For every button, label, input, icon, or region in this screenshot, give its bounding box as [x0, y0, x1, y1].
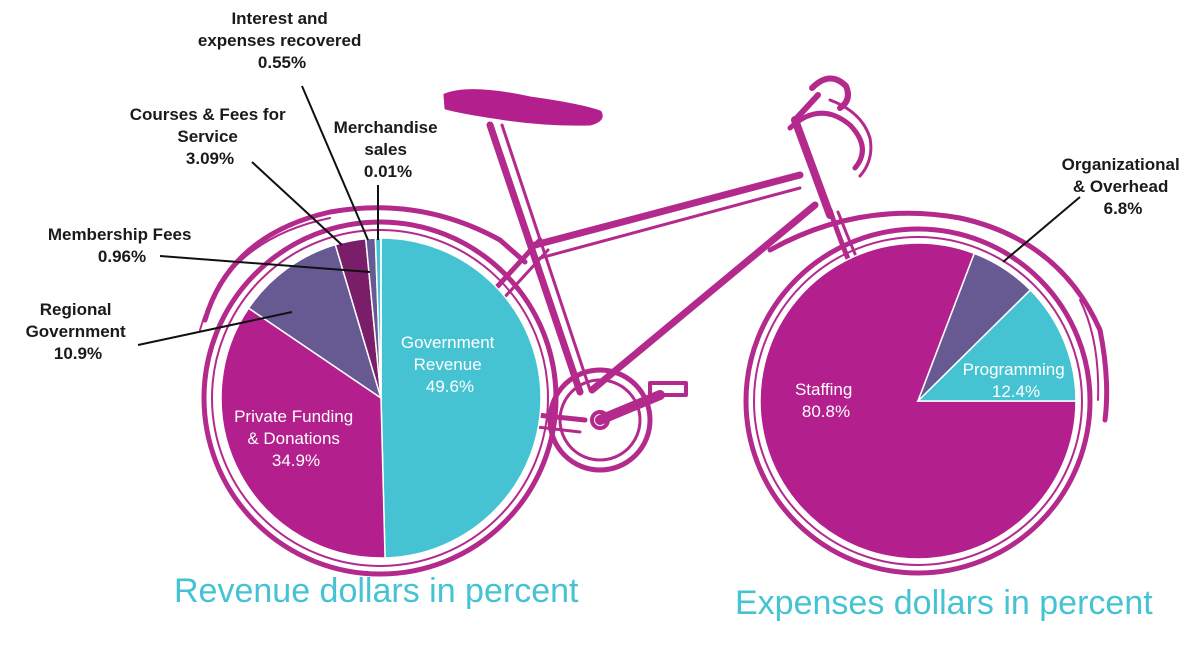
- label-private-funding: Private Funding & Donations 34.9%: [234, 407, 358, 470]
- callout-organizational: Organizational & Overhead 6.8%: [1062, 155, 1185, 218]
- callout-membership: Membership Fees 0.96%: [48, 225, 196, 266]
- expenses-pie: [759, 242, 1077, 560]
- slice-regional-government: [247, 243, 383, 400]
- bicycle-illustration: [199, 75, 1110, 577]
- expenses-chart-title: Expenses dollars in percent: [735, 584, 1153, 622]
- callout-leader-lines: [137, 85, 1081, 346]
- leader-courses: [251, 161, 343, 246]
- callout-merchandise: Merchandise sales 0.01%: [334, 118, 443, 181]
- saddle: [443, 89, 603, 126]
- slice-programming: [916, 288, 1077, 402]
- label-staffing: Staffing 80.8%: [795, 380, 857, 421]
- label-programming: Programming 12.4%: [963, 360, 1070, 401]
- leader-interest: [301, 85, 369, 241]
- leader-regional-government: [137, 311, 293, 346]
- callout-interest: Interest and expenses recovered 0.55%: [198, 9, 366, 72]
- revenue-chart-title: Revenue dollars in percent: [174, 572, 579, 610]
- callout-regional-government: Regional Government 10.9%: [26, 300, 131, 363]
- slice-private-funding: [220, 307, 386, 559]
- leader-membership: [159, 255, 371, 273]
- leader-organizational: [1002, 196, 1081, 263]
- slice-government-revenue: [380, 237, 542, 559]
- callout-courses: Courses & Fees for Service 3.09%: [130, 105, 291, 168]
- revenue-pie: [220, 237, 542, 559]
- label-government-revenue: Government Revenue 49.6%: [401, 333, 499, 396]
